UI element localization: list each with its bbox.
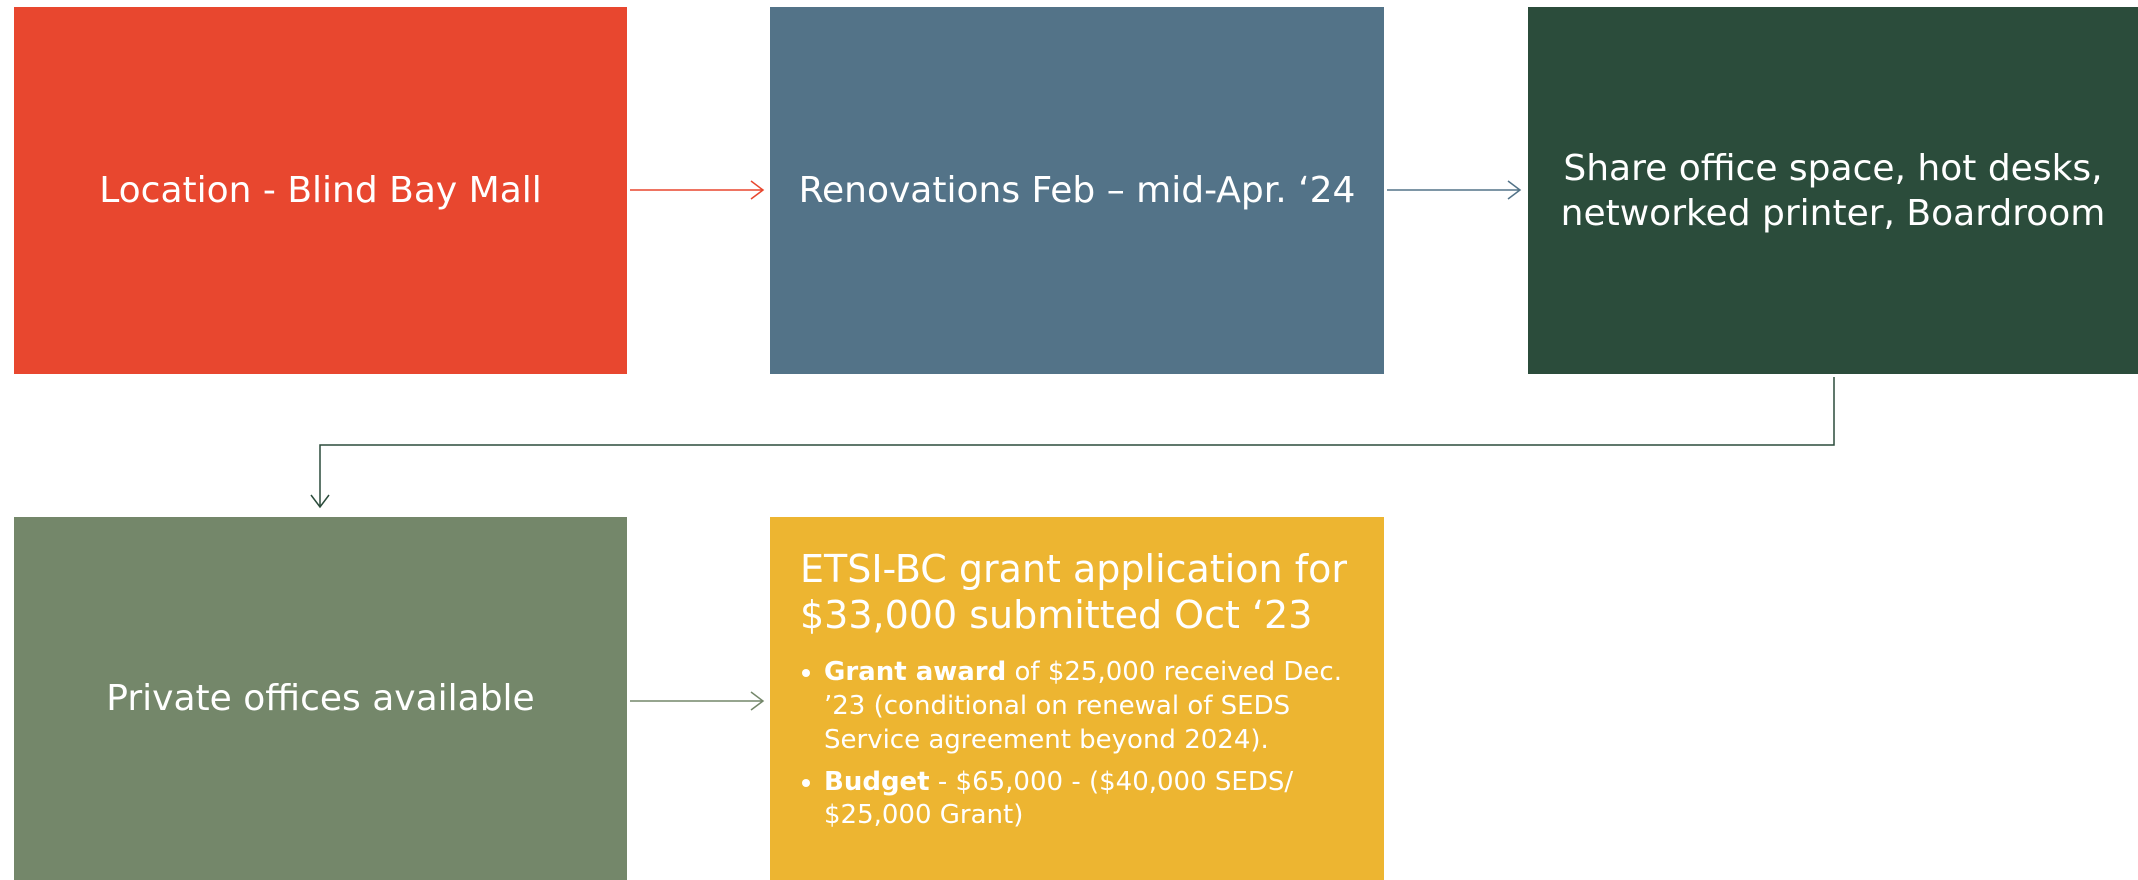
bullet-list: Grant award of $25,000 received Dec. ’23… — [800, 656, 1354, 833]
arrow — [630, 180, 765, 200]
node-label: Location - Blind Bay Mall — [99, 170, 542, 211]
bullet-bold: Budget — [824, 766, 930, 797]
node: Renovations Feb – mid-Apr. ‘24 — [770, 7, 1384, 374]
arrow — [310, 377, 1835, 509]
bullet: Grant award of $25,000 received Dec. ’23… — [824, 656, 1354, 757]
node: Location - Blind Bay Mall — [14, 7, 627, 374]
bullet-text: of $25,000 received Dec. ’23 (conditiona… — [824, 657, 1342, 755]
arrow — [630, 691, 765, 711]
node-label: Share office space, hot desks, networked… — [1560, 147, 2106, 234]
arrow — [1387, 180, 1522, 200]
node-label: Private offices available — [106, 678, 535, 719]
bullet-text: - $65,000 - ($40,000 SEDS/ $25,000 Grant… — [824, 766, 1294, 831]
node: Private offices available — [14, 517, 627, 880]
node-title: ETSI-BC grant application for $33,000 su… — [800, 547, 1347, 637]
node: ETSI-BC grant application for $33,000 su… — [770, 517, 1384, 880]
bullet-bold: Grant award — [824, 657, 1007, 688]
node: Share office space, hot desks, networked… — [1528, 7, 2138, 374]
node-label: Renovations Feb – mid-Apr. ‘24 — [798, 170, 1356, 211]
bullet: Budget - $65,000 - ($40,000 SEDS/ $25,00… — [824, 766, 1354, 834]
